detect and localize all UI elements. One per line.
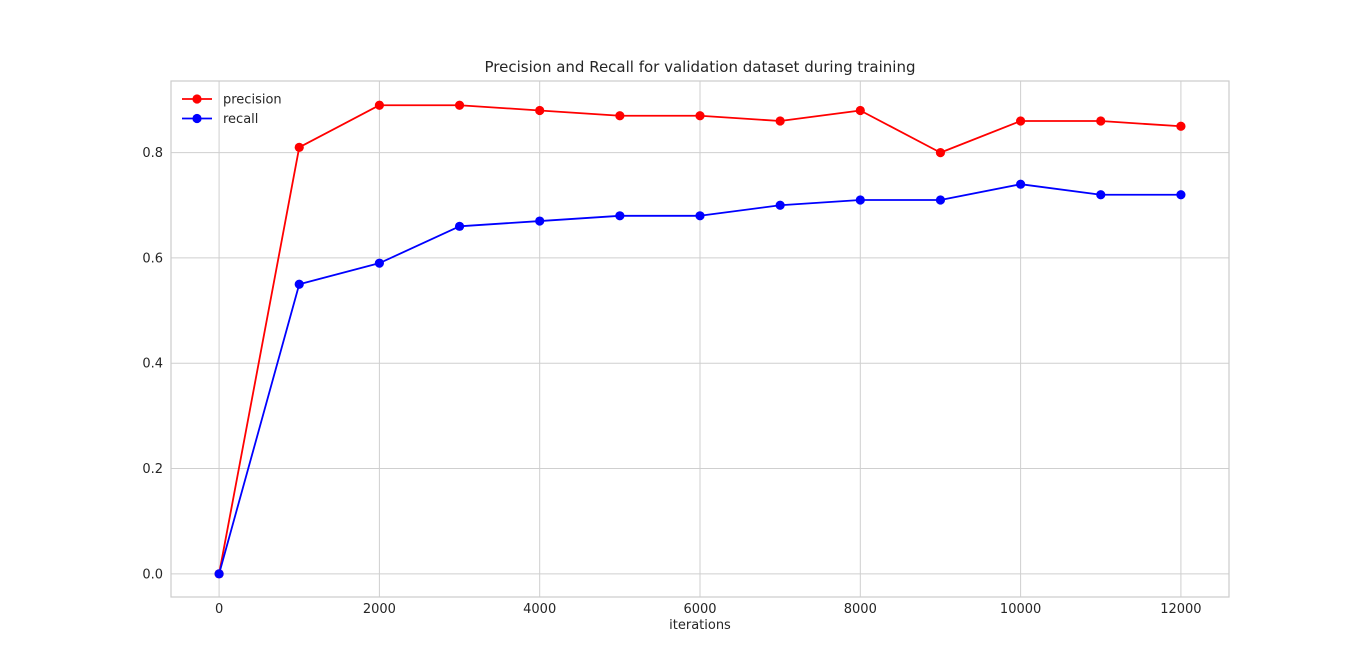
y-tick-label: 0.6 [142, 251, 163, 266]
data-point-recall [374, 258, 384, 268]
data-point-precision [1016, 116, 1026, 126]
data-point-precision [615, 111, 625, 121]
legend-label: precision [223, 93, 282, 108]
legend-label: recall [223, 112, 258, 127]
data-point-precision [935, 148, 946, 158]
data-point-recall [1096, 190, 1106, 200]
series-layer [214, 100, 1186, 579]
data-point-precision [775, 116, 785, 126]
data-point-precision [374, 100, 384, 110]
chart-title: Precision and Recall for validation data… [485, 58, 916, 76]
data-point-precision [855, 105, 865, 116]
data-point-precision [1176, 121, 1186, 131]
data-point-recall [855, 195, 865, 205]
y-tick-label: 0.8 [142, 146, 163, 161]
y-tick-label: 0.4 [142, 357, 163, 372]
data-point-recall [1176, 190, 1186, 200]
data-point-recall [535, 216, 545, 226]
legend-marker [192, 94, 202, 104]
x-axis-label: iterations [669, 618, 731, 633]
data-point-recall [775, 200, 785, 210]
data-point-precision [1096, 116, 1106, 126]
series-recall [214, 179, 1186, 579]
data-point-recall [454, 221, 465, 231]
legend: precision recall [182, 93, 282, 127]
data-point-recall [1016, 179, 1026, 189]
legend-item-precision: precision [182, 93, 282, 108]
data-point-precision [294, 142, 304, 152]
x-tick-label: 12000 [1160, 602, 1201, 617]
legend-item-recall: recall [182, 112, 258, 127]
data-point-recall [615, 211, 625, 221]
data-point-recall [294, 279, 304, 289]
legend-marker [192, 113, 202, 124]
data-point-recall [695, 211, 705, 221]
x-tick-label: 4000 [523, 602, 556, 617]
x-tick-label: 2000 [363, 602, 396, 617]
x-axis-ticks: 0 2000 4000 6000 8000 10000 12000 [215, 602, 1202, 617]
series-precision [214, 100, 1186, 579]
x-tick-label: 0 [215, 602, 223, 617]
x-tick-label: 8000 [844, 602, 877, 617]
y-tick-label: 0.0 [142, 567, 163, 582]
plot-frame [170, 80, 1230, 598]
data-point-recall [935, 195, 946, 205]
data-point-precision [695, 111, 705, 121]
y-axis-ticks: 0.0 0.2 0.4 0.6 0.8 [142, 146, 163, 582]
data-point-precision [454, 100, 465, 110]
x-tick-label: 10000 [1000, 602, 1041, 617]
data-point-precision [535, 105, 545, 116]
grid [171, 81, 1229, 597]
y-tick-label: 0.2 [142, 462, 163, 477]
x-tick-label: 6000 [683, 602, 716, 617]
data-point-recall [214, 569, 224, 579]
